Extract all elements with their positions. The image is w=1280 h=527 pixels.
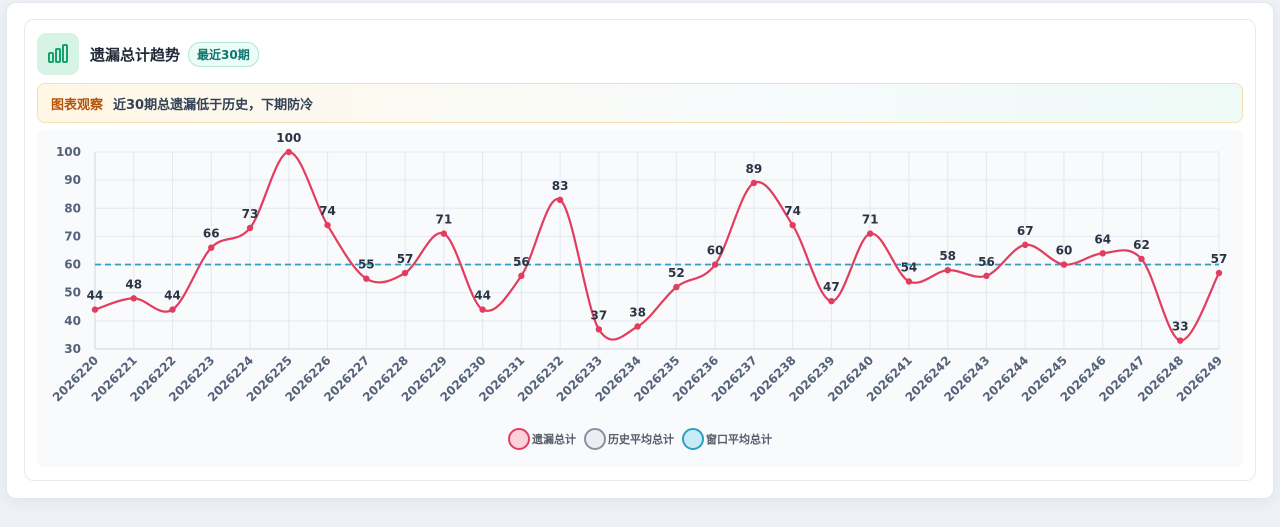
- data-label: 64: [1094, 232, 1111, 246]
- data-label: 71: [435, 213, 452, 227]
- data-label: 57: [397, 252, 414, 266]
- legend-item[interactable]: 遗漏总计: [508, 428, 576, 450]
- legend-label: 遗漏总计: [532, 433, 576, 446]
- data-point: [91, 306, 99, 313]
- data-point: [169, 306, 176, 313]
- data-point: [634, 323, 641, 330]
- data-point: [711, 261, 719, 268]
- card-header: 遗漏总计趋势 最近30期: [37, 32, 259, 76]
- data-point: [285, 148, 292, 156]
- data-point: [440, 230, 448, 237]
- legend-label: 窗口平均总计: [706, 433, 772, 446]
- insight-tag: 图表观察: [51, 97, 104, 113]
- y-tick-label: 70: [64, 229, 81, 243]
- chart-legend: 遗漏总计 历史平均总计 窗口平均总计: [0, 427, 1280, 451]
- data-label: 57: [1211, 252, 1228, 266]
- data-label: 83: [552, 179, 569, 193]
- y-tick-label: 100: [56, 145, 81, 159]
- data-point: [246, 224, 254, 232]
- data-label: 89: [746, 162, 763, 176]
- data-label: 71: [862, 213, 879, 227]
- data-point: [1215, 269, 1223, 277]
- data-label: 66: [203, 227, 220, 241]
- data-label: 60: [1056, 244, 1073, 258]
- y-tick-label: 30: [64, 342, 81, 356]
- bar-chart-icon: [37, 33, 79, 75]
- data-label: 44: [474, 289, 491, 303]
- y-tick-label: 80: [64, 201, 81, 215]
- data-point: [208, 244, 215, 251]
- data-label: 100: [276, 131, 301, 145]
- data-label: 67: [1017, 224, 1034, 238]
- data-label: 33: [1172, 320, 1189, 334]
- legend-swatch: [682, 428, 704, 450]
- data-point: [324, 221, 331, 229]
- data-point: [595, 326, 603, 333]
- data-label: 56: [978, 255, 995, 269]
- legend-label: 历史平均总计: [608, 433, 674, 446]
- data-label: 62: [1133, 238, 1150, 252]
- data-point: [1099, 250, 1106, 257]
- data-label: 48: [125, 277, 142, 291]
- data-label: 60: [707, 244, 724, 258]
- y-tick-label: 90: [64, 173, 81, 187]
- data-point: [363, 275, 370, 282]
- data-point: [556, 196, 564, 204]
- data-point: [518, 272, 525, 280]
- legend-item[interactable]: 历史平均总计: [584, 428, 674, 450]
- data-point: [130, 295, 137, 302]
- data-label: 73: [242, 207, 259, 221]
- data-point: [1060, 261, 1068, 268]
- data-point: [1022, 241, 1029, 249]
- data-point: [828, 297, 835, 305]
- y-tick-label: 40: [64, 314, 81, 328]
- period-badge: 最近30期: [188, 41, 259, 67]
- chart-insight: 图表观察 近30期总遗漏低于历史，下期防冷: [37, 83, 1243, 123]
- legend-swatch: [584, 428, 606, 450]
- data-label: 37: [591, 308, 608, 322]
- data-label: 47: [823, 280, 840, 294]
- data-label: 55: [358, 258, 375, 272]
- legend-swatch: [508, 428, 530, 450]
- card-title: 遗漏总计趋势: [90, 45, 181, 64]
- data-point: [905, 278, 913, 285]
- data-point: [479, 306, 486, 313]
- data-point: [789, 221, 796, 229]
- data-label: 74: [784, 204, 801, 218]
- data-label: 74: [319, 204, 336, 218]
- data-label: 38: [629, 305, 646, 319]
- data-point: [1138, 255, 1145, 263]
- legend-item[interactable]: 窗口平均总计: [682, 428, 772, 450]
- data-point: [983, 272, 990, 280]
- y-tick-label: 50: [64, 286, 81, 300]
- data-point: [401, 269, 409, 277]
- data-point: [673, 283, 680, 291]
- chart-area: [37, 130, 1243, 467]
- data-point: [1177, 337, 1184, 344]
- data-label: 44: [87, 289, 104, 303]
- insight-text: 近30期总遗漏低于历史，下期防冷: [113, 97, 314, 113]
- data-label: 52: [668, 266, 685, 280]
- data-point: [750, 179, 758, 187]
- y-tick-label: 60: [64, 258, 81, 272]
- data-point: [944, 267, 951, 274]
- data-label: 56: [513, 255, 530, 269]
- data-label: 54: [901, 260, 918, 274]
- data-label: 44: [164, 289, 181, 303]
- data-point: [866, 230, 874, 237]
- data-label: 58: [939, 249, 956, 263]
